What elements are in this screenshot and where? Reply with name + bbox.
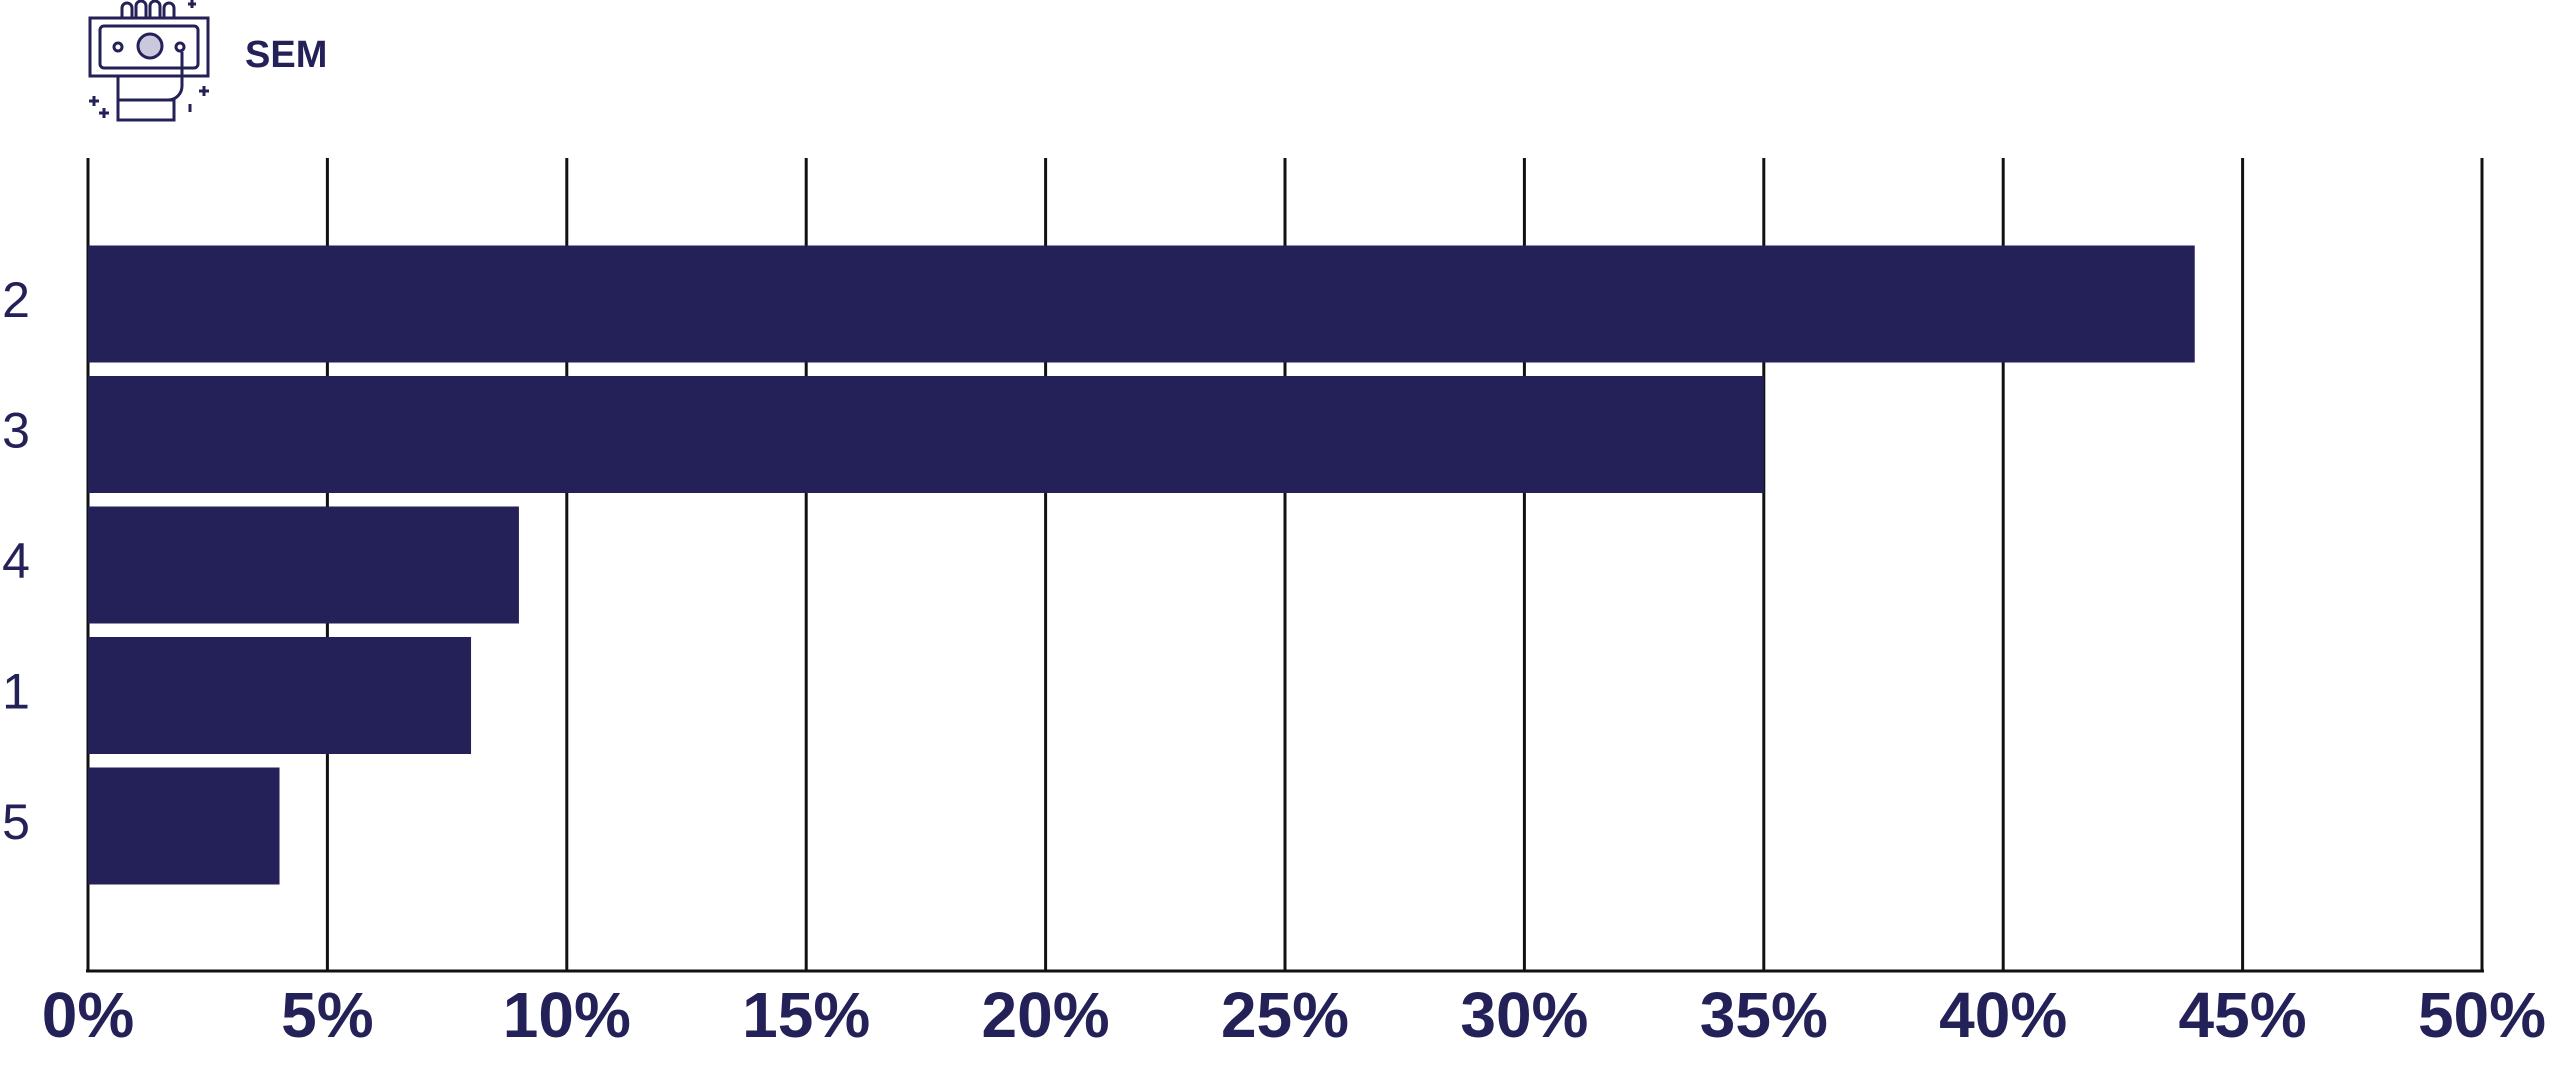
x-tick-label: 5% bbox=[281, 979, 374, 1051]
bar bbox=[88, 637, 472, 754]
y-tick-label: 1 bbox=[2, 664, 30, 720]
chart-title: SEM bbox=[245, 34, 327, 76]
bar bbox=[88, 767, 280, 885]
y-tick-label: 5 bbox=[2, 794, 30, 850]
y-tick-label: 4 bbox=[2, 533, 30, 589]
x-tick-label: 10% bbox=[503, 979, 631, 1051]
x-tick-label: 50% bbox=[2418, 979, 2546, 1051]
x-tick-label: 40% bbox=[1939, 979, 2067, 1051]
bar bbox=[88, 506, 519, 624]
x-tick-label: 45% bbox=[2179, 979, 2307, 1051]
x-tick-label: 25% bbox=[1221, 979, 1349, 1051]
x-tick-label: 0% bbox=[42, 979, 135, 1051]
y-tick-label: 3 bbox=[2, 403, 30, 459]
bar bbox=[88, 245, 2195, 363]
icon bbox=[88, 0, 210, 122]
bar bbox=[88, 376, 1764, 493]
y-tick-label: 2 bbox=[2, 272, 30, 328]
x-tick-label: 15% bbox=[742, 979, 870, 1051]
x-tick-label: 35% bbox=[1700, 979, 1828, 1051]
x-tick-label: 20% bbox=[982, 979, 1110, 1051]
x-tick-label: 30% bbox=[1460, 979, 1588, 1051]
